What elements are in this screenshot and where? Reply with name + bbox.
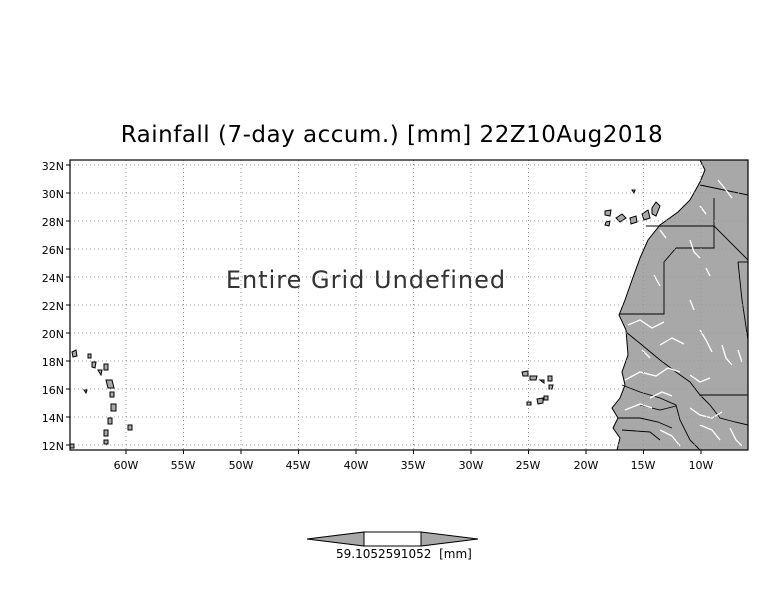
lon-label-15w: 15W	[631, 459, 656, 472]
lon-label-45w: 45W	[286, 459, 311, 472]
lat-label-28n: 28N	[42, 216, 64, 229]
country-borders	[618, 184, 748, 450]
lon-label-10w: 10W	[689, 459, 714, 472]
colorbar-center-box	[363, 531, 422, 547]
colorbar-left-arrow	[306, 531, 365, 547]
gridlines	[70, 160, 748, 450]
lat-label-22n: 22N	[42, 300, 64, 313]
lat-label-26n: 26N	[42, 244, 64, 257]
caribbean-islands	[70, 349, 133, 449]
lat-label-12n: 12N	[42, 440, 64, 453]
lat-label-32n: 32N	[42, 160, 64, 173]
lat-label-14n: 14N	[42, 412, 64, 425]
canary-islands	[604, 189, 661, 227]
cape-verde-islands	[521, 370, 554, 406]
colorbar-right-value: 591052	[385, 547, 432, 561]
lon-label-40w: 40W	[344, 459, 369, 472]
lat-label-16n: 16N	[42, 384, 64, 397]
lon-label-25w: 25W	[516, 459, 541, 472]
lon-label-30w: 30W	[459, 459, 484, 472]
lon-label-20w: 20W	[574, 459, 599, 472]
lat-label-24n: 24N	[42, 272, 64, 285]
axis-ticks	[66, 164, 702, 454]
lat-label-20n: 20N	[42, 328, 64, 341]
undefined-grid-message: Entire Grid Undefined	[226, 266, 506, 294]
lon-label-60w: 60W	[114, 459, 139, 472]
lon-label-55w: 55W	[171, 459, 196, 472]
map-title: Rainfall (7-day accum.) [mm] 22Z10Aug201…	[120, 122, 664, 148]
rivers	[624, 179, 743, 447]
lon-label-35w: 35W	[401, 459, 426, 472]
colorbar-unit: [mm]	[439, 547, 472, 561]
lon-label-50w: 50W	[229, 459, 254, 472]
lat-label-18n: 18N	[42, 356, 64, 369]
colorbar-right-arrow	[420, 531, 479, 547]
lat-label-30n: 30N	[42, 188, 64, 201]
colorbar-labels: 59.1052591052 [mm]	[336, 547, 472, 561]
colorbar	[306, 531, 479, 547]
colorbar-left-value: 59.1052	[336, 547, 386, 561]
